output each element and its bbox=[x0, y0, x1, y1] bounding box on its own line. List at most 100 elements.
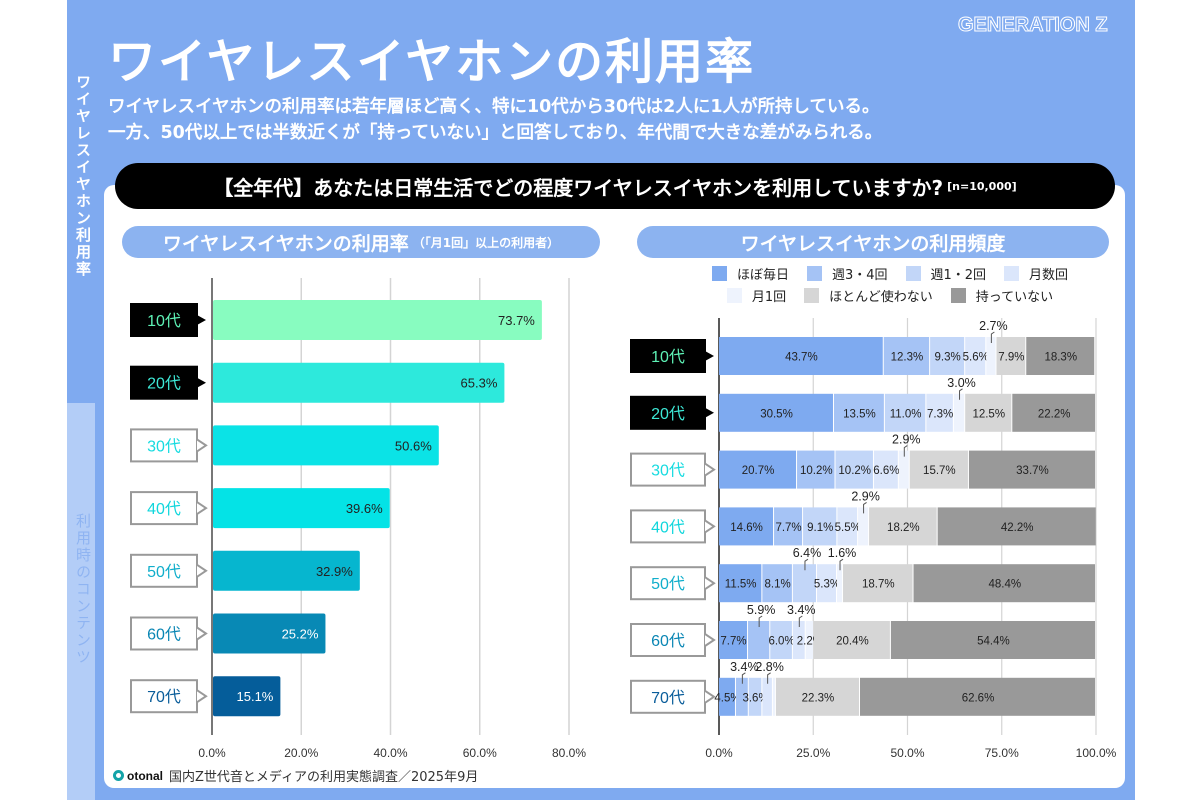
right-chart-header: ワイヤレスイヤホンの利用頻度 bbox=[637, 226, 1109, 258]
sample-size: [n=10,000] bbox=[947, 179, 1017, 193]
age-label-text: 50代 bbox=[147, 563, 181, 581]
callout-label: 2.9% bbox=[892, 433, 921, 447]
brand-tag: GENERATION Z bbox=[958, 14, 1109, 37]
segment-value-label: 18.3% bbox=[1044, 352, 1077, 364]
segment-月数回 bbox=[837, 507, 858, 546]
segment-value-label: 7.9% bbox=[998, 352, 1024, 364]
legend-label: 週1・2回 bbox=[930, 267, 987, 283]
segment-ほぼ毎日 bbox=[719, 337, 883, 375]
segment-週1・2回 bbox=[884, 393, 926, 432]
segment-value-label: 33.7% bbox=[1016, 465, 1049, 477]
segment-週1・2回 bbox=[792, 564, 817, 603]
age-label: 70代 bbox=[130, 679, 208, 714]
age-label-box bbox=[630, 509, 706, 544]
callout-label: 1.6% bbox=[828, 546, 857, 560]
age-label-text: 70代 bbox=[651, 689, 685, 707]
segment-value-label: 9.3% bbox=[935, 352, 961, 364]
age-label: 60代 bbox=[630, 623, 716, 657]
segment-value-label: 11.5% bbox=[725, 579, 757, 591]
age-label-box bbox=[630, 679, 706, 714]
lead-text-line-1: ワイヤレスイヤホンの利用率は若年層ほど高く、特に10代から30代は2人に1人が所… bbox=[108, 97, 880, 117]
x-tick-label: 60.0% bbox=[463, 746, 497, 760]
bar-value-label: 50.6% bbox=[395, 438, 432, 453]
otonal-logo: otonal bbox=[113, 769, 163, 783]
segment-週1・2回 bbox=[930, 337, 965, 375]
age-label-pointer bbox=[196, 626, 208, 641]
segment-月1回 bbox=[805, 621, 814, 659]
sidebar-tab-label: ワイヤレスイヤホン利用率 bbox=[74, 74, 92, 278]
sidebar-tab-contents[interactable]: 利用時のコンテンツ bbox=[67, 403, 95, 800]
age-label-pointer bbox=[196, 438, 208, 453]
age-label-text: 10代 bbox=[147, 312, 181, 330]
legend-item: 週1・2回 bbox=[905, 264, 987, 283]
bar-50代 bbox=[213, 550, 360, 591]
source-text: 国内Z世代音とメディアの利用実態調査／2025年9月 bbox=[169, 770, 479, 785]
segment-週1・2回 bbox=[770, 621, 792, 659]
lead-text-line-2: 一方、50代以上では半数近くが「持っていない」と回答しており、年代間で大きな差が… bbox=[108, 123, 883, 143]
segment-value-label: 12.5% bbox=[972, 408, 1005, 420]
legend-label: ほとんど使わない bbox=[829, 289, 933, 305]
segment-value-label: 5.6% bbox=[963, 352, 989, 364]
segment-月1回 bbox=[837, 564, 843, 603]
segment-ほぼ毎日 bbox=[719, 507, 774, 546]
legend-label: 持っていない bbox=[975, 289, 1054, 305]
x-tick-label: 20.0% bbox=[284, 746, 318, 760]
bar-value-label: 73.7% bbox=[498, 313, 535, 328]
age-label-pointer bbox=[197, 315, 206, 325]
segment-月1回 bbox=[772, 677, 775, 716]
sidebar-tab-label: 利用時のコンテンツ bbox=[74, 513, 92, 666]
segment-value-label: 22.3% bbox=[802, 692, 835, 704]
segment-value-label: 18.2% bbox=[887, 522, 920, 534]
segment-月1回 bbox=[858, 507, 869, 546]
stacked-row-50代: 11.5% 8.1% 5.3% 18.7% 48.4% bbox=[719, 564, 1095, 603]
segment-月数回 bbox=[762, 677, 772, 716]
segment-value-label: 7.7% bbox=[720, 636, 746, 648]
sidebar-tab-usage-rate[interactable]: ワイヤレスイヤホン利用率 bbox=[67, 60, 95, 400]
legend-item: ほとんど使わない bbox=[804, 286, 933, 305]
age-label-text: 20代 bbox=[147, 375, 181, 393]
segment-週1・2回 bbox=[748, 677, 762, 716]
age-label: 10代 bbox=[130, 303, 206, 337]
segment-週3・4回 bbox=[735, 677, 748, 716]
segment-value-label: 3.6% bbox=[742, 692, 768, 704]
segment-ほぼ毎日 bbox=[719, 450, 797, 489]
age-label-box bbox=[630, 623, 706, 657]
stacked-row-40代: 14.6% 7.7% 9.1% 5.5% 18.2% 42.2% bbox=[719, 507, 1096, 546]
question-banner: 【全年代】あなたは日常生活でどの程度ワイヤレスイヤホンを利用していますか? [n… bbox=[115, 163, 1115, 209]
age-label-pointer bbox=[196, 563, 208, 578]
segment-ほぼ毎日 bbox=[719, 564, 762, 603]
legend-item: 月1回 bbox=[726, 286, 786, 305]
legend-swatch bbox=[1004, 265, 1020, 281]
stacked-row-20代: 30.5% 13.5% 11.0% 7.3% 12.5% 22.2% bbox=[719, 393, 1095, 432]
callout-leader bbox=[990, 331, 995, 343]
legend-swatch bbox=[726, 287, 742, 303]
segment-value-label: 4.5% bbox=[714, 692, 740, 704]
callout-leader bbox=[804, 558, 809, 571]
bar-value-label: 15.1% bbox=[237, 689, 274, 704]
age-label-pointer bbox=[704, 519, 716, 534]
callout-leader bbox=[767, 672, 771, 684]
legend-swatch bbox=[950, 287, 966, 303]
age-label: 50代 bbox=[130, 553, 208, 588]
segment-月数回 bbox=[926, 393, 953, 432]
age-label-text: 60代 bbox=[651, 632, 685, 650]
age-label-pointer bbox=[196, 689, 208, 704]
age-label-pointer bbox=[705, 407, 714, 418]
callout-label: 3.4% bbox=[730, 660, 759, 674]
segment-value-label: 54.4% bbox=[977, 636, 1010, 648]
age-label-text: 60代 bbox=[147, 626, 181, 644]
segment-月数回 bbox=[792, 621, 805, 659]
legend-swatch bbox=[905, 265, 921, 281]
callout-label: 6.4% bbox=[793, 546, 822, 560]
segment-value-label: 62.6% bbox=[962, 692, 995, 704]
segment-value-label: 6.6% bbox=[873, 465, 899, 477]
left-chart-subtitle: （「月1回」以上の利用者） bbox=[412, 235, 560, 250]
bar-value-label: 32.9% bbox=[316, 564, 353, 579]
legend-label: 週3・4回 bbox=[831, 267, 888, 283]
segment-ほとんど使わない bbox=[996, 337, 1026, 375]
segment-value-label: 10.2% bbox=[800, 465, 833, 477]
segment-value-label: 7.7% bbox=[775, 522, 801, 534]
age-label-pointer bbox=[705, 351, 714, 361]
age-label-pointer bbox=[197, 377, 206, 388]
